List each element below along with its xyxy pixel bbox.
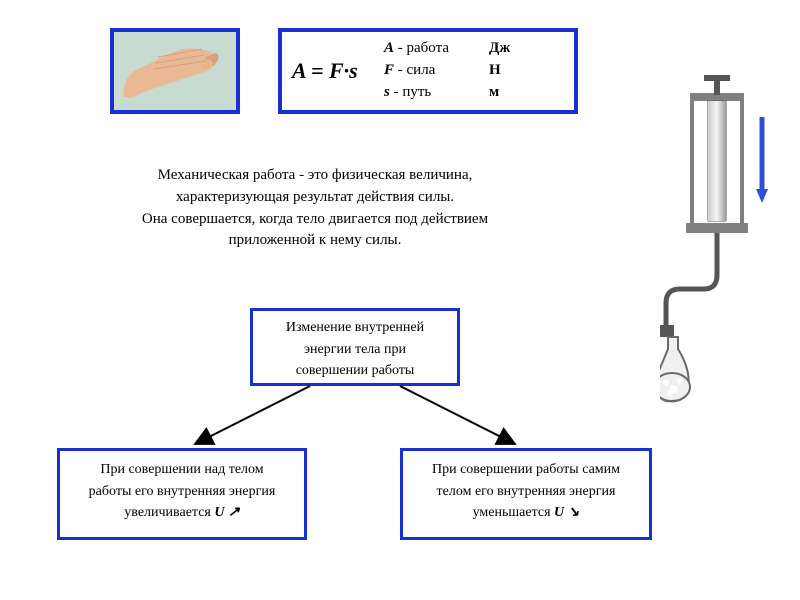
formula-symbols: A - работа F - сила s - путь: [384, 38, 489, 103]
work-by-body-box: При совершении работы самим телом его вн…: [400, 448, 652, 540]
hands-image: [110, 28, 240, 114]
internal-energy-box: Изменение внутренней энергии тела при со…: [250, 308, 460, 386]
hands-icon: [116, 35, 234, 107]
formula-box: A = F·s A - работа F - сила s - путь Дж …: [278, 28, 578, 114]
formula-equation: A = F·s: [292, 58, 384, 84]
work-on-body-box: При совершении над телом работы его внут…: [57, 448, 307, 540]
pump-apparatus-icon: [660, 75, 785, 405]
formula-units: Дж Н м: [489, 38, 549, 103]
definition-text: Механическая работа - это физическая вел…: [80, 165, 550, 252]
